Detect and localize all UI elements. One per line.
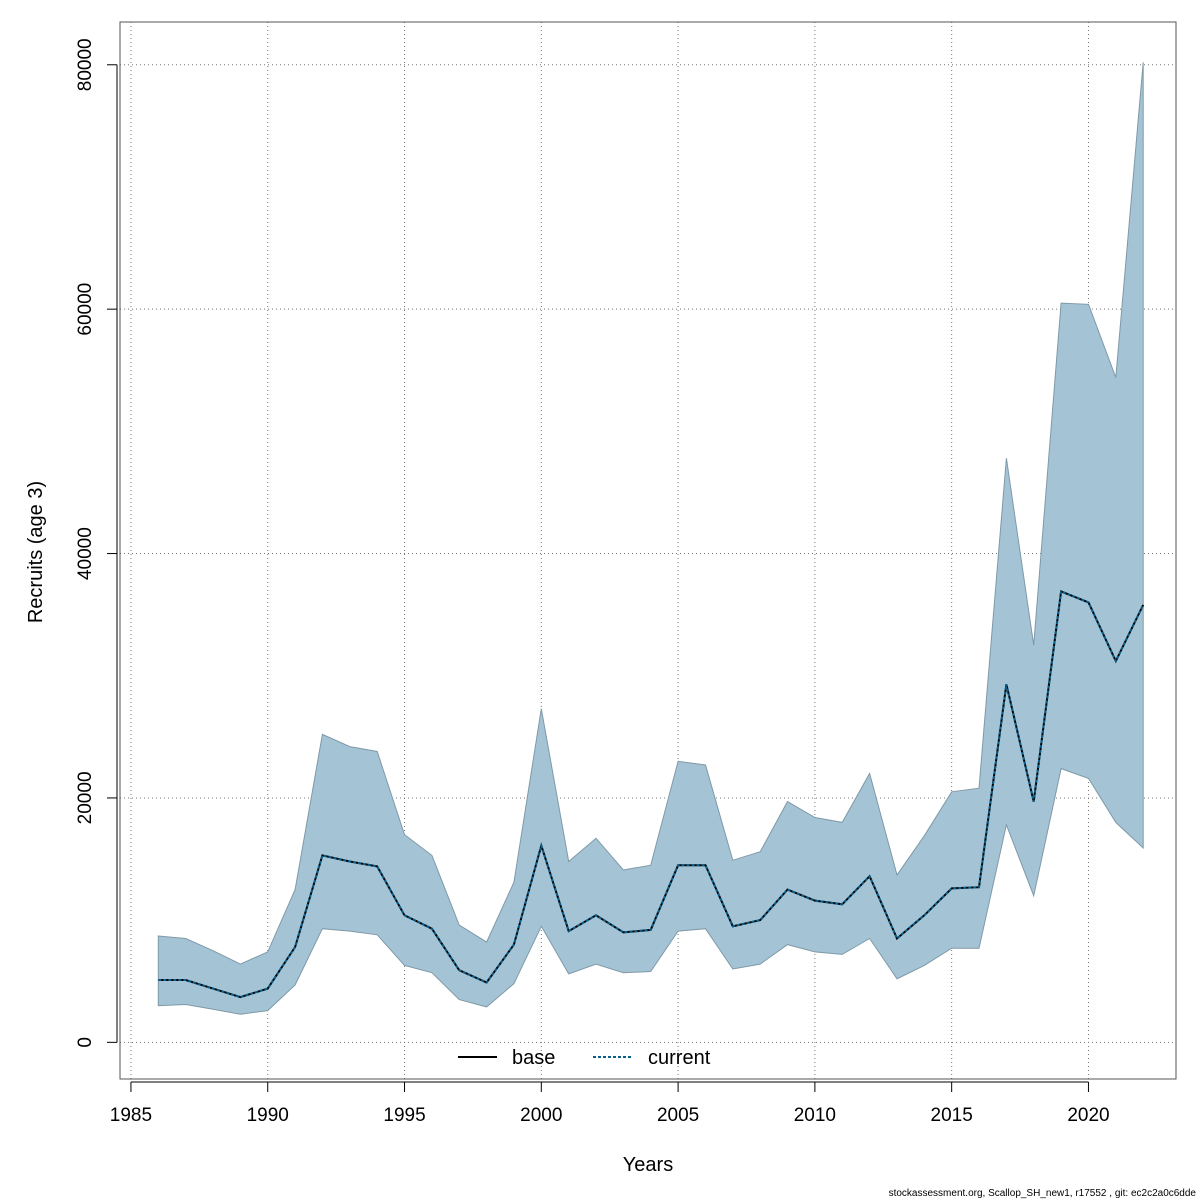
y-tick-label: 80000 bbox=[75, 38, 96, 91]
y-tick-label: 60000 bbox=[75, 283, 96, 336]
x-axis: 1985 1990 1995 2000 2005 2010 2015 2020 bbox=[110, 1081, 1110, 1126]
y-tick-label: 20000 bbox=[75, 771, 96, 824]
x-axis-title: Years bbox=[623, 1154, 673, 1176]
y-axis: 0 20000 40000 60000 80000 bbox=[75, 38, 118, 1048]
y-axis-title: Recruits (age 3) bbox=[25, 481, 47, 623]
x-tick-label: 2020 bbox=[1067, 1105, 1109, 1126]
confidence-band-layer bbox=[157, 62, 1144, 1015]
x-tick-label: 2010 bbox=[794, 1105, 836, 1126]
x-tick-label: 1990 bbox=[247, 1105, 289, 1126]
legend-current-label: current bbox=[648, 1047, 711, 1069]
footer-caption: stockassessment.org, Scallop_SH_new1, r1… bbox=[889, 1188, 1197, 1199]
plot-frame bbox=[119, 21, 1177, 1080]
confidence-band bbox=[157, 62, 1144, 1015]
x-tick-label: 2015 bbox=[931, 1105, 973, 1126]
legend-base-label: base bbox=[512, 1047, 555, 1069]
legend: base current bbox=[458, 1047, 711, 1069]
series-lines-layer bbox=[158, 589, 1145, 999]
x-tick-label: 2000 bbox=[520, 1105, 562, 1126]
y-tick-label: 0 bbox=[75, 1037, 96, 1048]
series-line-current bbox=[158, 589, 1145, 999]
x-tick-label: 2005 bbox=[657, 1105, 699, 1126]
y-tick-label: 40000 bbox=[75, 527, 96, 580]
x-tick-label: 1985 bbox=[110, 1105, 152, 1126]
x-tick-label: 1995 bbox=[383, 1105, 425, 1126]
